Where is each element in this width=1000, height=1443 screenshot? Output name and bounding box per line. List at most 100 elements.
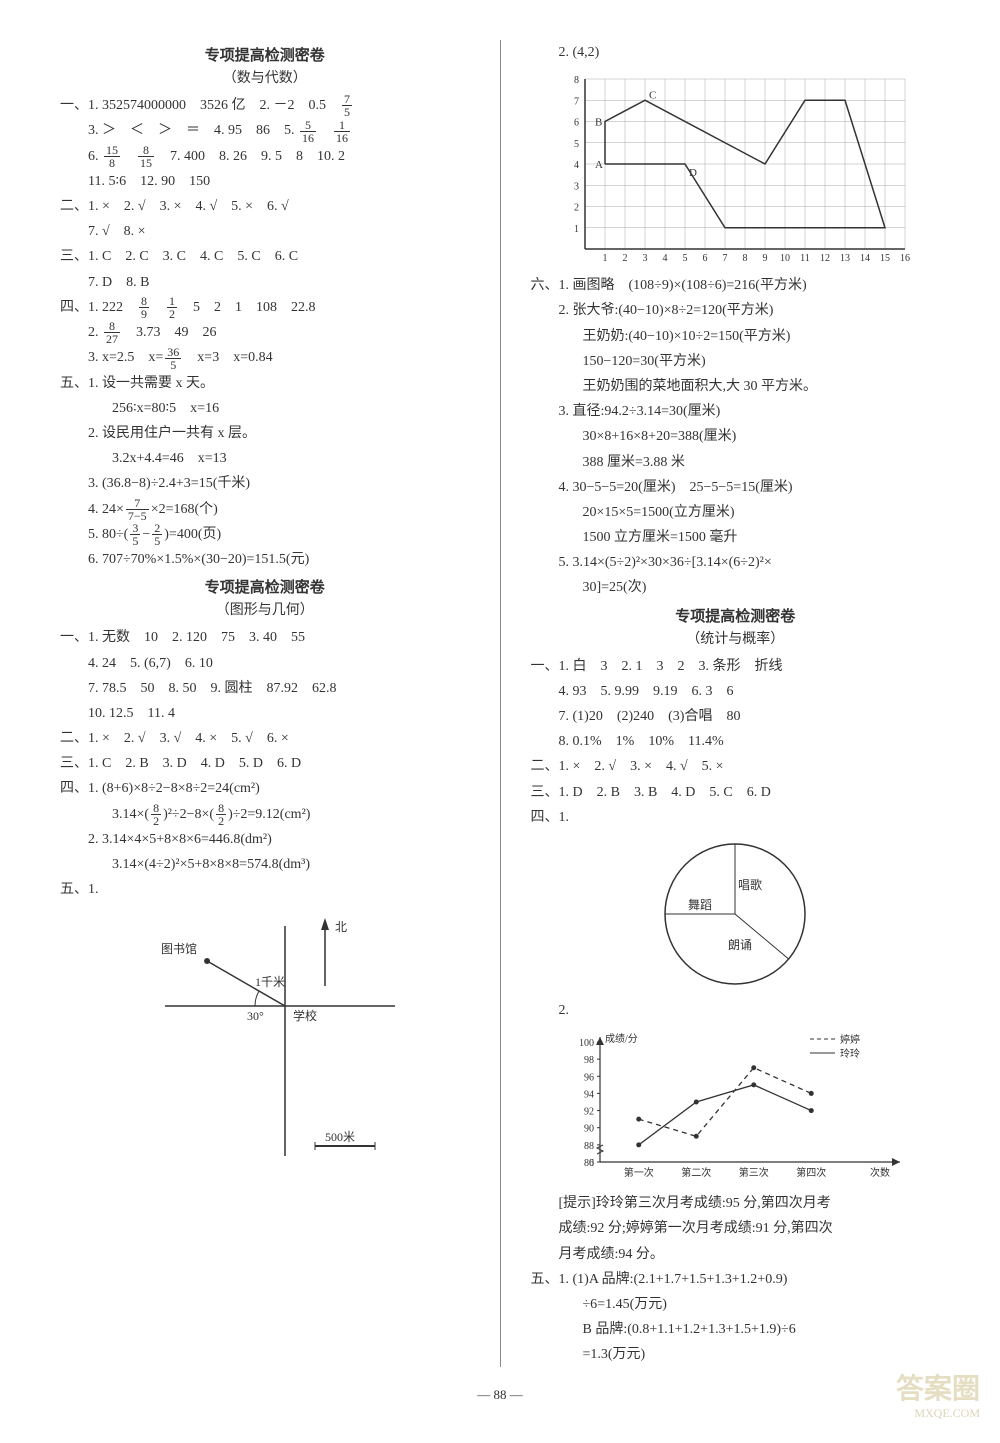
- section1-title: 专项提高检测密卷: [60, 44, 470, 65]
- text-line: 30×8+16×8+20=388(厘米): [531, 424, 941, 449]
- svg-text:1: 1: [574, 224, 579, 235]
- svg-text:96: 96: [584, 1072, 594, 1083]
- text-line: 3. 直径:94.2÷3.14=30(厘米): [531, 399, 941, 424]
- text-line: 四、1. 222 89 12 5 2 1 108 22.8: [60, 295, 470, 320]
- pie-chart: 唱歌舞蹈朗诵: [635, 834, 835, 994]
- svg-text:11: 11: [800, 253, 810, 264]
- svg-text:北: 北: [335, 920, 347, 934]
- text-line: 3. (36.8−8)÷2.4+3=15(千米): [60, 471, 470, 496]
- text-line: 2. 827 3.73 49 26: [60, 320, 470, 345]
- text-line: 6. 707÷70%×1.5%×(30−20)=151.5(元): [60, 547, 470, 572]
- section3-subtitle: （统计与概率）: [531, 628, 941, 648]
- svg-text:7: 7: [723, 253, 728, 264]
- text-line: 2. 张大爷:(40−10)×8÷2=120(平方米): [531, 298, 941, 323]
- svg-text:第四次: 第四次: [797, 1166, 827, 1179]
- svg-text:8: 8: [743, 253, 748, 264]
- text-line: 2. (4,2): [531, 40, 941, 65]
- text-line: 11. 5∶6 12. 90 150: [60, 169, 470, 194]
- text-line: 4. 24×77−5×2=168(个): [60, 497, 470, 522]
- text-line: 三、1. D 2. B 3. B 4. D 5. C 6. D: [531, 780, 941, 805]
- svg-text:30°: 30°: [247, 1009, 264, 1023]
- svg-text:2: 2: [574, 203, 579, 214]
- text-line: 20×15×5=1500(立方厘米): [531, 500, 941, 525]
- text-line: 月考成绩:94 分。: [531, 1242, 941, 1267]
- svg-text:14: 14: [860, 253, 870, 264]
- svg-text:朗诵: 朗诵: [728, 938, 752, 952]
- svg-text:3: 3: [574, 181, 579, 192]
- svg-text:100: 100: [579, 1038, 594, 1049]
- text-line: [提示]玲玲第三次月考成绩:95 分,第四次月考: [531, 1191, 941, 1216]
- text-line: 六、1. 画图略 (108÷9)×(108÷6)=216(平方米): [531, 273, 941, 298]
- fraction: 75: [342, 93, 352, 118]
- text-line: 五、1.: [60, 877, 470, 902]
- svg-text:唱歌: 唱歌: [738, 877, 762, 892]
- map-diagram: 北图书馆1千米30°学校500米: [125, 906, 405, 1166]
- text-line: 四、1.: [531, 805, 941, 830]
- text-line: 30]=25(次): [531, 575, 941, 600]
- right-column: 2. (4,2) 1234567891011121314151612345678…: [531, 40, 941, 1367]
- text-line: ÷6=1.45(万元): [531, 1292, 941, 1317]
- text-line: 2.: [531, 998, 941, 1023]
- text-line: 王奶奶:(40−10)×10÷2=150(平方米): [531, 324, 941, 349]
- svg-text:第二次: 第二次: [682, 1166, 712, 1179]
- page-number: — 88 —: [60, 1387, 940, 1403]
- svg-text:4: 4: [663, 253, 668, 264]
- text-line: 成绩:92 分;婷婷第一次月考成绩:91 分,第四次: [531, 1216, 941, 1241]
- svg-text:D: D: [689, 167, 697, 179]
- text-line: 五、1. 设一共需要 x 天。: [60, 371, 470, 396]
- watermark-url: MXQE.COM: [914, 1406, 980, 1421]
- svg-text:15: 15: [880, 253, 890, 264]
- section2-title: 专项提高检测密卷: [60, 576, 470, 597]
- text-line: 8. 0.1% 1% 10% 11.4%: [531, 729, 941, 754]
- text-line: 1500 立方厘米=1500 毫升: [531, 525, 941, 550]
- svg-text:13: 13: [840, 253, 850, 264]
- svg-text:98: 98: [584, 1055, 594, 1066]
- svg-text:学校: 学校: [293, 1008, 317, 1023]
- section2-subtitle: （图形与几何）: [60, 599, 470, 619]
- svg-text:玲玲: 玲玲: [840, 1048, 860, 1060]
- text-line: B 品牌:(0.8+1.1+1.2+1.3+1.5+1.9)÷6: [531, 1317, 941, 1342]
- svg-text:3: 3: [643, 253, 648, 264]
- grid-chart: 1234567891011121314151612345678BCAD: [555, 69, 915, 269]
- section1-subtitle: （数与代数）: [60, 67, 470, 87]
- text-line: 三、1. C 2. B 3. D 4. D 5. D 6. D: [60, 751, 470, 776]
- svg-text:1千米: 1千米: [255, 975, 285, 989]
- svg-text:成绩/分: 成绩/分: [605, 1032, 638, 1045]
- text-line: 三、1. C 2. C 3. C 4. C 5. C 6. C: [60, 244, 470, 269]
- svg-text:16: 16: [900, 253, 910, 264]
- svg-text:9: 9: [763, 253, 768, 264]
- line-chart: 868890929496981000第一次第二次第三次第四次次数成绩/分婷婷玲玲: [560, 1027, 910, 1187]
- svg-text:A: A: [595, 159, 603, 171]
- text-line: 10. 12.5 11. 4: [60, 701, 470, 726]
- text-line: 3.14×(4÷2)²×5+8×8×8=574.8(dm³): [60, 852, 470, 877]
- text-line: 7. (1)20 (2)240 (3)合唱 80: [531, 704, 941, 729]
- svg-text:6: 6: [574, 118, 579, 129]
- svg-text:10: 10: [780, 253, 790, 264]
- watermark: 答案圈: [896, 1367, 980, 1407]
- svg-text:第一次: 第一次: [624, 1166, 654, 1179]
- svg-text:90: 90: [584, 1124, 594, 1135]
- text-line: 4. 24 5. (6,7) 6. 10: [60, 651, 470, 676]
- svg-text:12: 12: [820, 253, 830, 264]
- text-line: 150−120=30(平方米): [531, 349, 941, 374]
- text-line: 二、1. × 2. √ 3. × 4. √ 5. × 6. √: [60, 194, 470, 219]
- svg-text:94: 94: [584, 1090, 594, 1101]
- text-line: 7. √ 8. ×: [60, 219, 470, 244]
- text-line: 二、1. × 2. √ 3. × 4. √ 5. ×: [531, 754, 941, 779]
- text-line: 五、1. (1)A 品牌:(2.1+1.7+1.5+1.3+1.2+0.9): [531, 1267, 941, 1292]
- svg-text:C: C: [649, 89, 656, 101]
- text-line: 一、1. 白 3 2. 1 3 2 3. 条形 折线: [531, 654, 941, 679]
- text-line: 四、1. (8+6)×8÷2−8×8÷2=24(cm²): [60, 776, 470, 801]
- svg-text:4: 4: [574, 160, 579, 171]
- section3-title: 专项提高检测密卷: [531, 605, 941, 626]
- text-line: 5. 3.14×(5÷2)²×30×36÷[3.14×(6÷2)²×: [531, 550, 941, 575]
- text-line: 一、1. 352574000000 3526 亿 2. －2 0.5 75: [60, 93, 470, 118]
- text-line: 3. x=2.5 x=365 x=3 x=0.84: [60, 345, 470, 370]
- text-line: 5. 80÷(35−25)=400(页): [60, 522, 470, 547]
- svg-text:舞蹈: 舞蹈: [688, 898, 712, 912]
- text-line: 256∶x=80∶5 x=16: [60, 396, 470, 421]
- svg-text:1: 1: [603, 253, 608, 264]
- svg-text:婷婷: 婷婷: [840, 1033, 860, 1046]
- text-line: 4. 93 5. 9.99 9.19 6. 3 6: [531, 679, 941, 704]
- svg-text:2: 2: [623, 253, 628, 264]
